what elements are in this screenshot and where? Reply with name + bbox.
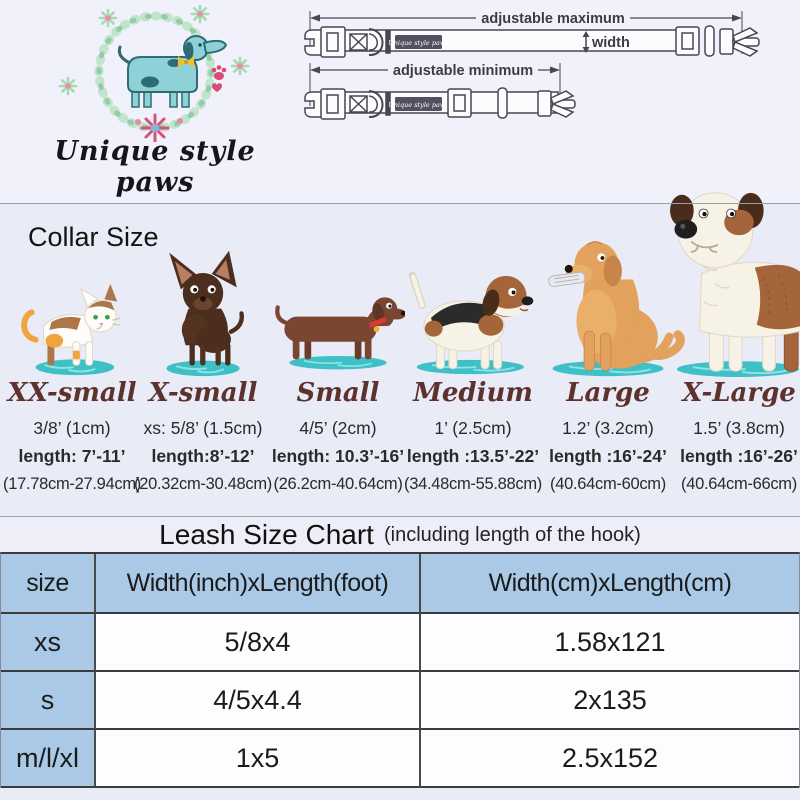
size-column-x-small: X-small xs: 5/8’ (1.5cm) length:8’-12’ (… [134, 210, 272, 510]
column-header-cm-cm: Width(cm)xLength(cm) [421, 554, 799, 614]
calico-cat-illustration [5, 210, 139, 378]
collar-brand-label: Unique style paws [388, 101, 449, 109]
collar-width: 4/5’ (2cm) [299, 418, 377, 438]
dachshund-illustration [271, 210, 405, 378]
leash-chart-title-row: Leash Size Chart (including length of th… [0, 516, 800, 553]
collar-length: length :16’-26’ [680, 446, 798, 466]
collar-length-cm: (40.64cm-66cm) [681, 475, 797, 493]
adjustable-maximum-diagram: adjustable maximum Unique style paws [304, 11, 760, 58]
adjustable-maximum-label: adjustable maximum [481, 11, 624, 27]
size-column-x-large: X-Large 1.5’ (3.8cm) length :16’-26’ (40… [645, 192, 800, 510]
row-mlxl-size: m/l/xl [1, 730, 96, 788]
row-s-inch-foot: 4/5x4.4 [96, 672, 421, 730]
collar-brand-label: Unique style paws [388, 39, 449, 47]
size-column-xx-small: XX-small 3/8’ (1cm) length: 7’-11’ (17.7… [3, 210, 141, 510]
collar-length-cm: (40.64cm-60cm) [550, 475, 666, 493]
collar-width: 1.5’ (3.8cm) [693, 418, 785, 438]
size-name: Large [566, 378, 650, 408]
collar-length: length:8’-12’ [151, 446, 255, 466]
section-divider [0, 203, 800, 204]
size-column-large: Large 1.2’ (3.2cm) length :16’-24’ (40.6… [541, 210, 675, 510]
collar-length: length: 7’-11’ [18, 446, 126, 466]
header-section: Unique style paws [0, 0, 800, 203]
wreath-dog-logo-icon [58, 4, 250, 143]
row-mlxl-inch-foot: 1x5 [96, 730, 421, 788]
collar-size-title: Collar Size [28, 222, 159, 252]
row-xs-size: xs [1, 614, 96, 672]
collar-adjustment-diagram: adjustable maximum Unique style paws [304, 11, 760, 120]
column-header-inch-foot: Width(inch)xLength(foot) [96, 554, 421, 614]
chihuahua-illustration [136, 210, 270, 378]
collar-length-cm: (26.2cm-40.64cm) [273, 475, 403, 493]
st-bernard-illustration [645, 192, 800, 378]
collar-length-cm: (34.48cm-55.88cm) [404, 475, 542, 493]
collar-length-cm: (20.32cm-30.48cm) [134, 475, 272, 493]
logo-dachshund-icon [117, 35, 228, 108]
collar-length: length :13.5’-22’ [406, 446, 540, 466]
beagle-illustration [406, 210, 540, 378]
row-s-size: s [1, 672, 96, 730]
collar-length: length: 10.3’-16’ [271, 446, 405, 466]
paw-heart-icon [211, 65, 227, 92]
size-name: Small [296, 378, 380, 408]
size-name: X-small [148, 378, 258, 408]
size-name: X-Large [682, 378, 796, 408]
width-label: width [591, 35, 630, 51]
column-header-size: size [1, 554, 96, 614]
leash-size-table: size Width(inch)xLength(foot) Width(cm)x… [0, 552, 800, 788]
collar-length: length :16’-24’ [549, 446, 667, 466]
collar-width: 1.2’ (3.2cm) [562, 418, 654, 438]
row-s-cm: 2x135 [421, 672, 799, 730]
collar-length-cm: (17.78cm-27.94cm) [3, 475, 141, 493]
brand-name: Unique style paws [54, 136, 256, 198]
size-column-small: Small 4/5’ (2cm) length: 10.3’-16’ (26.2… [271, 210, 405, 510]
golden-retriever-illustration [541, 210, 675, 378]
size-name: XX-small [7, 378, 137, 408]
leash-chart-subtitle: (including length of the hook) [383, 523, 641, 546]
collar-width: 3/8’ (1cm) [33, 418, 111, 438]
adjustable-minimum-diagram: adjustable minimum Unique style paws [304, 63, 576, 120]
row-xs-inch-foot: 5/8x4 [96, 614, 421, 672]
collar-width: 1’ (2.5cm) [434, 418, 512, 438]
collar-size-section: Collar Size [0, 192, 800, 510]
leash-chart-title: Leash Size Chart [159, 519, 374, 550]
adjustable-minimum-label: adjustable minimum [393, 63, 533, 79]
collar-width: xs: 5/8’ (1.5cm) [143, 418, 263, 438]
row-xs-cm: 1.58x121 [421, 614, 799, 672]
row-mlxl-cm: 2.5x152 [421, 730, 799, 788]
size-column-medium: Medium 1’ (2.5cm) length :13.5’-22’ (34.… [404, 210, 542, 510]
size-name: Medium [413, 378, 533, 408]
brand-logo: Unique style paws [40, 2, 270, 202]
